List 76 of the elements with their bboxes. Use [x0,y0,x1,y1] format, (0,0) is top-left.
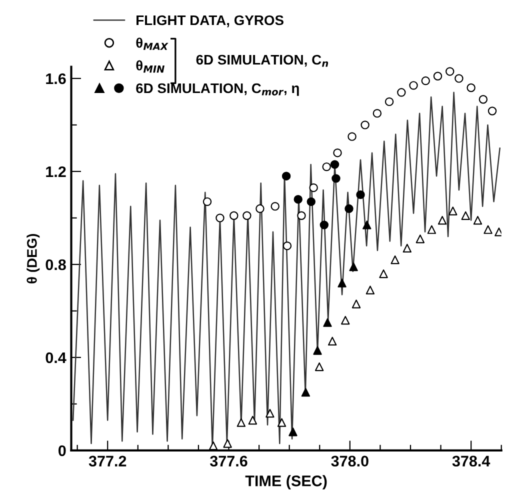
point [427,225,436,234]
point [384,97,394,106]
y-axis-title: θ (DEG) [26,234,40,284]
point [478,95,488,104]
point [320,220,329,230]
y-tick-label: 1.6 [46,73,66,84]
point [416,234,425,244]
point [288,427,298,436]
point [438,216,447,225]
x-tick-label: 377.6 [210,456,248,467]
legend-label: θ$_{MIN}$ [136,60,164,73]
point [446,67,454,76]
point [313,346,322,355]
point [266,408,274,418]
point [356,190,365,200]
point [349,262,358,272]
x-tick-label: 378.0 [331,456,368,467]
point [402,244,412,253]
point [297,211,306,220]
legend-label: θ$_{MAX}$ [136,38,168,50]
point [454,74,464,83]
y-tick-label: 0.8 [46,259,66,270]
point [473,216,482,225]
point [323,318,332,327]
point [338,278,346,288]
point [236,418,246,427]
point [461,211,470,220]
point [409,81,418,90]
point [397,88,406,97]
point [208,441,218,450]
x-tick-label: 378.4 [452,456,490,467]
point [248,416,258,425]
point [341,316,350,325]
point [352,300,361,308]
point [488,106,497,116]
point [322,162,331,172]
point [366,286,375,294]
point [344,204,354,214]
point [362,220,372,230]
point [242,211,252,220]
text: 6D SIMULATION, C$_{n}$ [196,54,328,67]
point [421,76,430,86]
point [333,148,342,158]
point [484,225,492,234]
point [309,183,318,192]
point [348,132,356,141]
y-tick-label: 0.4 [46,352,66,364]
point [328,336,337,346]
point [270,202,280,211]
point [330,160,340,169]
x-axis-title: TIME (SEC) [245,475,327,490]
point [282,172,291,180]
point [216,214,224,222]
point [301,388,310,397]
point [282,241,292,250]
point [294,194,302,204]
point [202,197,212,206]
point [372,108,382,118]
y-tick-label: 1.2 [46,166,66,177]
y-tick-label: 0 [58,445,66,456]
point [230,211,238,220]
point [277,418,286,427]
point [223,439,232,448]
point [390,255,400,264]
point [360,120,370,130]
point [332,174,340,183]
point [306,197,316,206]
point [379,269,388,278]
point [256,204,264,214]
point [466,83,476,92]
point [433,72,442,80]
x-tick-label: 377.2 [88,456,126,467]
point [314,362,324,372]
legend-label: FLIGHT DATA, GYROS [136,15,284,28]
point [448,206,458,216]
legend-label: 6D SIMULATION, C$_{mor}$, η [136,83,299,96]
